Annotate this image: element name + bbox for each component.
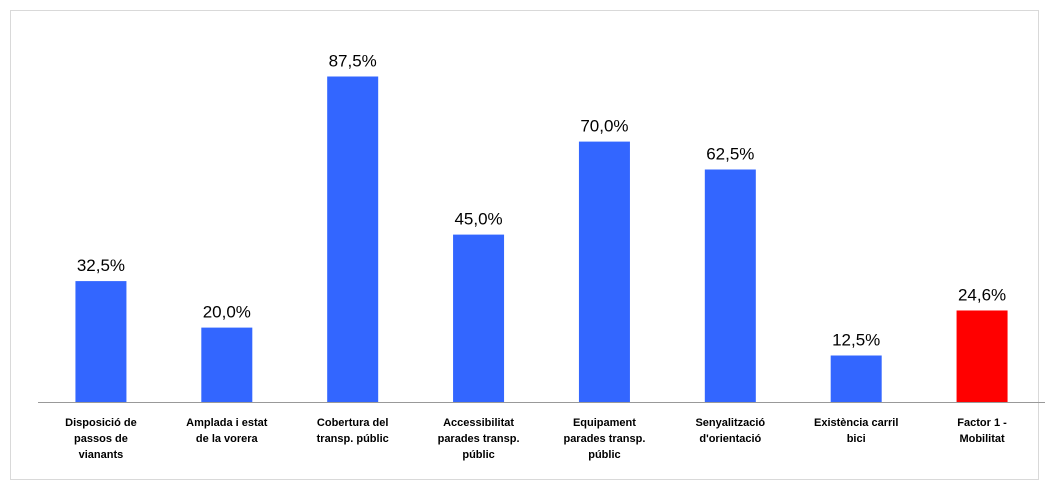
value-labels-layer: 32,5% 20,0% 87,5% 45,0% 70,0% 62,5% 12,5% 24,6% bbox=[77, 52, 1006, 350]
category-label-line: parades transp. bbox=[438, 433, 520, 445]
category-label-7: Existència carril bici bbox=[814, 417, 898, 445]
category-label-8: Factor 1 - Mobilitat bbox=[957, 417, 1007, 445]
value-label-4: 45,0% bbox=[454, 210, 502, 229]
value-label-6: 62,5% bbox=[706, 145, 754, 164]
category-label-line: Cobertura del bbox=[317, 417, 389, 429]
category-labels-layer: Disposició de passos de vianants Amplada i … bbox=[65, 417, 1007, 461]
bar-5 bbox=[578, 141, 630, 402]
category-label-1: Disposició de passos de vianants bbox=[65, 417, 137, 461]
bar-7 bbox=[830, 355, 882, 402]
category-label-2: Amplada i estat de la vorera bbox=[186, 417, 268, 445]
bar-1 bbox=[75, 281, 127, 402]
category-label-line: d'orientació bbox=[699, 433, 761, 445]
bar-4 bbox=[453, 234, 505, 402]
value-label-7: 12,5% bbox=[832, 331, 880, 350]
category-label-line: bici bbox=[847, 433, 866, 445]
category-label-line: parades transp. bbox=[563, 433, 645, 445]
category-label-line: transp. públic bbox=[317, 433, 389, 445]
category-label-line: Accessibilitat bbox=[443, 417, 514, 429]
value-label-1: 32,5% bbox=[77, 256, 125, 275]
category-label-line: Existència carril bbox=[814, 417, 898, 429]
category-label-line: vianants bbox=[79, 449, 124, 461]
bar-3 bbox=[327, 76, 379, 402]
bar-6 bbox=[704, 169, 756, 402]
category-label-line: Senyalització bbox=[695, 417, 765, 429]
category-label-line: passos de bbox=[74, 433, 128, 445]
category-label-line: públic bbox=[588, 449, 620, 461]
bars-layer bbox=[75, 76, 1008, 402]
category-label-line: Amplada i estat bbox=[186, 417, 268, 429]
value-label-5: 70,0% bbox=[580, 117, 628, 136]
category-label-line: de la vorera bbox=[196, 433, 259, 445]
category-label-5: Equipament parades transp. públic bbox=[563, 417, 645, 461]
category-label-line: Disposició de bbox=[65, 417, 137, 429]
value-label-2: 20,0% bbox=[203, 303, 251, 322]
category-label-line: Equipament bbox=[573, 417, 636, 429]
category-label-line: Mobilitat bbox=[959, 433, 1005, 445]
value-label-8: 24,6% bbox=[958, 285, 1006, 304]
category-label-4: Accessibilitat parades transp. públic bbox=[438, 417, 520, 461]
category-label-6: Senyalització d'orientació bbox=[695, 417, 765, 445]
category-label-3: Cobertura del transp. públic bbox=[317, 417, 389, 445]
value-label-3: 87,5% bbox=[329, 52, 377, 71]
bar-8 bbox=[956, 310, 1008, 402]
bar-2 bbox=[201, 327, 253, 402]
category-label-line: públic bbox=[462, 449, 494, 461]
category-label-line: Factor 1 - bbox=[957, 417, 1007, 429]
